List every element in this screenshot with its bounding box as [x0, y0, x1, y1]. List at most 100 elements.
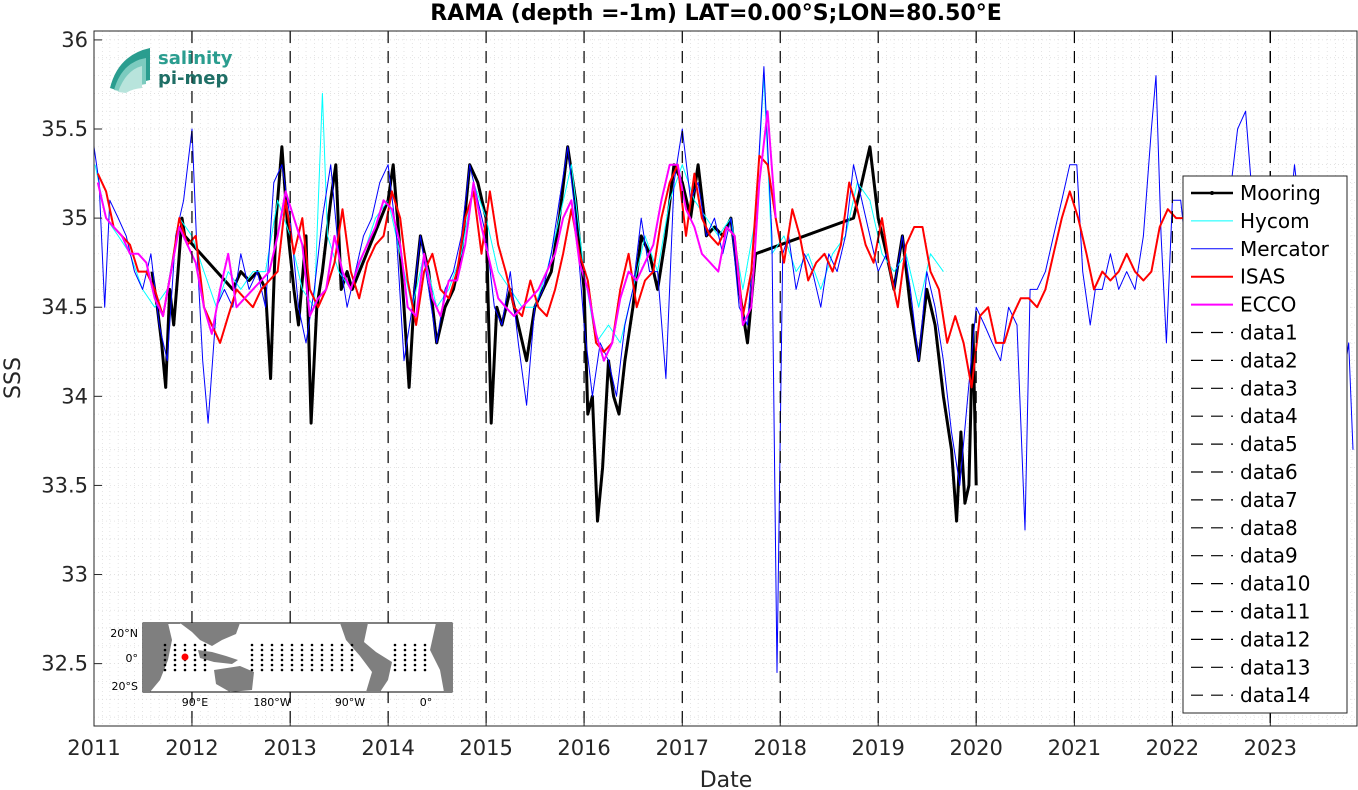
- buoy-dot: [260, 668, 264, 672]
- buoy-dot: [183, 663, 187, 667]
- buoy-dot: [423, 658, 427, 662]
- buoy-dot: [403, 648, 407, 652]
- plot-area: [94, 31, 1357, 726]
- buoy-dot: [403, 658, 407, 662]
- buoy-dot: [340, 643, 344, 647]
- buoy-dot: [280, 653, 284, 657]
- logo-wave-icon: [118, 66, 142, 93]
- buoy-dot: [260, 648, 264, 652]
- x-tick-label: 2021: [1048, 736, 1101, 760]
- buoy-dot: [203, 648, 207, 652]
- legend: Mooring Hycom Mercator ISAS ECCO data1 data2 da…: [1182, 175, 1348, 714]
- series-hycom: [94, 75, 944, 344]
- buoy-dot: [423, 653, 427, 657]
- buoy-dot: [250, 653, 254, 657]
- buoy-dot: [250, 663, 254, 667]
- buoy-dot: [270, 663, 274, 667]
- x-tick-label: 2013: [263, 736, 316, 760]
- buoy-dot: [290, 658, 294, 662]
- buoy-dot: [310, 648, 314, 652]
- buoy-dot: [423, 643, 427, 647]
- buoy-dot: [393, 653, 397, 657]
- buoy-dot: [350, 643, 354, 647]
- legend-label-data14: data14: [1240, 683, 1311, 707]
- buoy-dot: [270, 648, 274, 652]
- map-lon-label-0: 0°: [420, 696, 433, 709]
- buoy-dot: [330, 663, 334, 667]
- buoy-dot: [260, 663, 264, 667]
- buoy-dot: [320, 663, 324, 667]
- buoy-dot: [310, 663, 314, 667]
- buoy-dot: [350, 663, 354, 667]
- y-tick-label: 33.5: [41, 473, 88, 497]
- legend-marker: [1210, 191, 1214, 195]
- buoy-dot: [330, 648, 334, 652]
- x-tick-label: 2016: [557, 736, 610, 760]
- legend-label-data11: data11: [1240, 600, 1311, 624]
- legend-label-isas: ISAS: [1240, 265, 1285, 289]
- buoy-dot: [340, 653, 344, 657]
- y-tick-label: 35: [61, 206, 88, 230]
- tick-labels: 32.5 33 33.5 34 34.5 35 35.5 36 2011 2012 2013 2014…: [41, 28, 1297, 760]
- buoy-dot: [260, 658, 264, 662]
- y-tick-label: 34: [61, 384, 88, 408]
- x-tick-label: 2022: [1146, 736, 1199, 760]
- buoy-dot: [330, 658, 334, 662]
- buoy-dot: [270, 658, 274, 662]
- buoy-dot: [350, 658, 354, 662]
- buoy-dot: [310, 643, 314, 647]
- buoy-dot: [193, 663, 197, 667]
- legend-label-data8: data8: [1240, 516, 1298, 540]
- buoy-dot: [163, 648, 167, 652]
- buoy-dot: [413, 663, 417, 667]
- map-lon-label-180w: 180°W: [253, 696, 290, 709]
- y-tick-label: 36: [61, 28, 88, 52]
- landmass-asia: [180, 623, 240, 646]
- buoy-dot: [403, 663, 407, 667]
- buoy-dot: [270, 653, 274, 657]
- inset-map: 20°N 0° 20°S 90°E 180°W 90°W 0°: [110, 622, 453, 709]
- landmass-indonesia: [198, 650, 238, 664]
- axes-box: [93, 30, 1358, 727]
- legend-label-ecco: ECCO: [1240, 293, 1296, 317]
- x-tick-label: 2012: [165, 736, 218, 760]
- buoy-dot: [330, 668, 334, 672]
- buoy-dot: [173, 663, 177, 667]
- buoy-dot: [393, 663, 397, 667]
- buoy-dot: [340, 668, 344, 672]
- legend-label-data12: data12: [1240, 627, 1311, 651]
- buoy-dot: [413, 648, 417, 652]
- buoy-dot: [173, 658, 177, 662]
- buoy-dot: [173, 648, 177, 652]
- plot-background: [94, 31, 1357, 726]
- x-axis-label: Date: [700, 768, 753, 790]
- logo-text-pi-mep: pi-mep: [158, 68, 228, 89]
- buoy-dot: [330, 653, 334, 657]
- buoy-dot: [173, 668, 177, 672]
- buoy-dot: [183, 668, 187, 672]
- x-tick-label: 2019: [851, 736, 904, 760]
- legend-label-data10: data10: [1240, 572, 1311, 596]
- buoy-dot: [310, 658, 314, 662]
- buoy-dot: [183, 643, 187, 647]
- buoy-dot: [203, 668, 207, 672]
- buoy-dot: [290, 643, 294, 647]
- y-tick-label: 32.5: [41, 652, 88, 676]
- chart-title: RAMA (depth =-1m) LAT=0.00°S;LON=80.50°E: [430, 1, 1001, 26]
- legend-label-data3: data3: [1240, 376, 1298, 400]
- buoy-dot: [310, 668, 314, 672]
- legend-label-data9: data9: [1240, 544, 1298, 568]
- buoy-dot: [413, 653, 417, 657]
- legend-box: [1182, 175, 1348, 714]
- buoy-dot: [393, 648, 397, 652]
- buoy-dot: [260, 653, 264, 657]
- buoy-dot: [350, 653, 354, 657]
- legend-label-data1: data1: [1240, 321, 1298, 345]
- map-lon-label-90w: 90°W: [335, 696, 365, 709]
- salinity-pi-mep-logo: salinity pi-mep: [110, 48, 233, 93]
- buoy-dot: [340, 658, 344, 662]
- buoy-dot: [290, 648, 294, 652]
- buoy-dot: [250, 658, 254, 662]
- map-lat-label-0: 0°: [126, 652, 139, 665]
- series-ecco: [96, 110, 777, 362]
